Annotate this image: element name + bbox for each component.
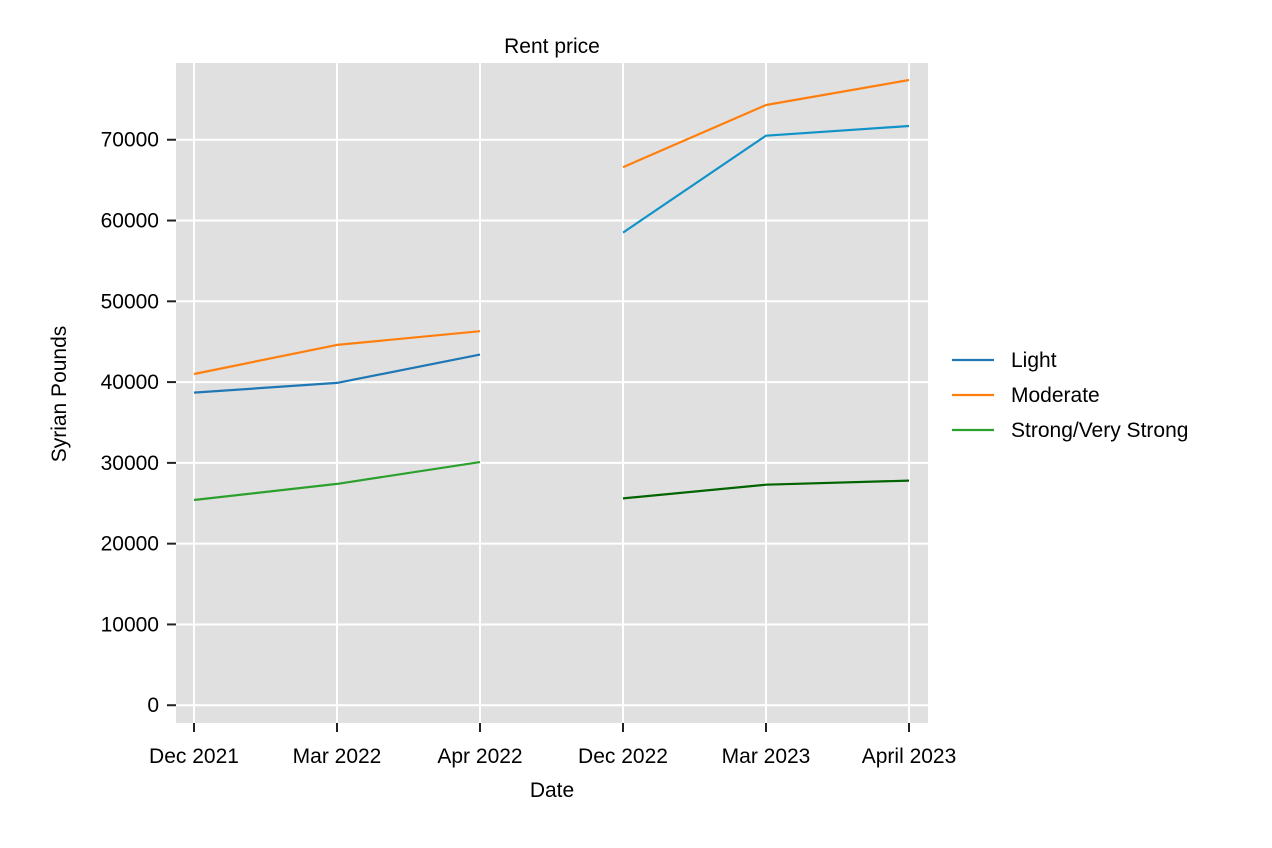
legend-label: Strong/Very Strong (1011, 419, 1188, 442)
series-line-strong-very-strong (622, 479, 910, 500)
x-tick-label: Dec 2021 (149, 745, 239, 768)
series-line-moderate (622, 78, 910, 169)
legend: Light Moderate Strong/Very Strong (952, 349, 1188, 442)
y-tick-label: 50000 (101, 290, 159, 313)
x-tick-label: Dec 2022 (578, 745, 668, 768)
y-tick-label: 40000 (101, 371, 159, 394)
series-line-light (622, 124, 910, 234)
y-tick-label: 70000 (101, 129, 159, 152)
y-axis-label: Syrian Pounds (48, 326, 71, 463)
x-tick-label: Mar 2022 (293, 745, 382, 768)
plot-background (176, 63, 928, 723)
y-tick-label: 10000 (101, 613, 159, 636)
x-tick-label: Mar 2023 (722, 745, 811, 768)
series-line-strong-very-strong (193, 461, 481, 502)
x-tick-label: April 2023 (862, 745, 957, 768)
grid-lines (176, 63, 928, 723)
y-tick-label: 60000 (101, 210, 159, 233)
legend-label: Moderate (1011, 384, 1100, 407)
series-line-moderate (193, 330, 481, 376)
legend-label: Light (1011, 349, 1057, 372)
series-line-light (193, 353, 481, 394)
series-lines (193, 78, 910, 502)
y-tick-label: 30000 (101, 452, 159, 475)
y-tick-label: 0 (147, 694, 159, 717)
x-axis-label: Date (530, 779, 574, 802)
x-tick-label: Apr 2022 (437, 745, 522, 768)
chart-title: Rent price (504, 35, 600, 58)
y-tick-label: 20000 (101, 533, 159, 556)
axes: Dec 2021 Mar 2022 Apr 2022 Dec 2022 Mar 2023… (101, 129, 957, 768)
